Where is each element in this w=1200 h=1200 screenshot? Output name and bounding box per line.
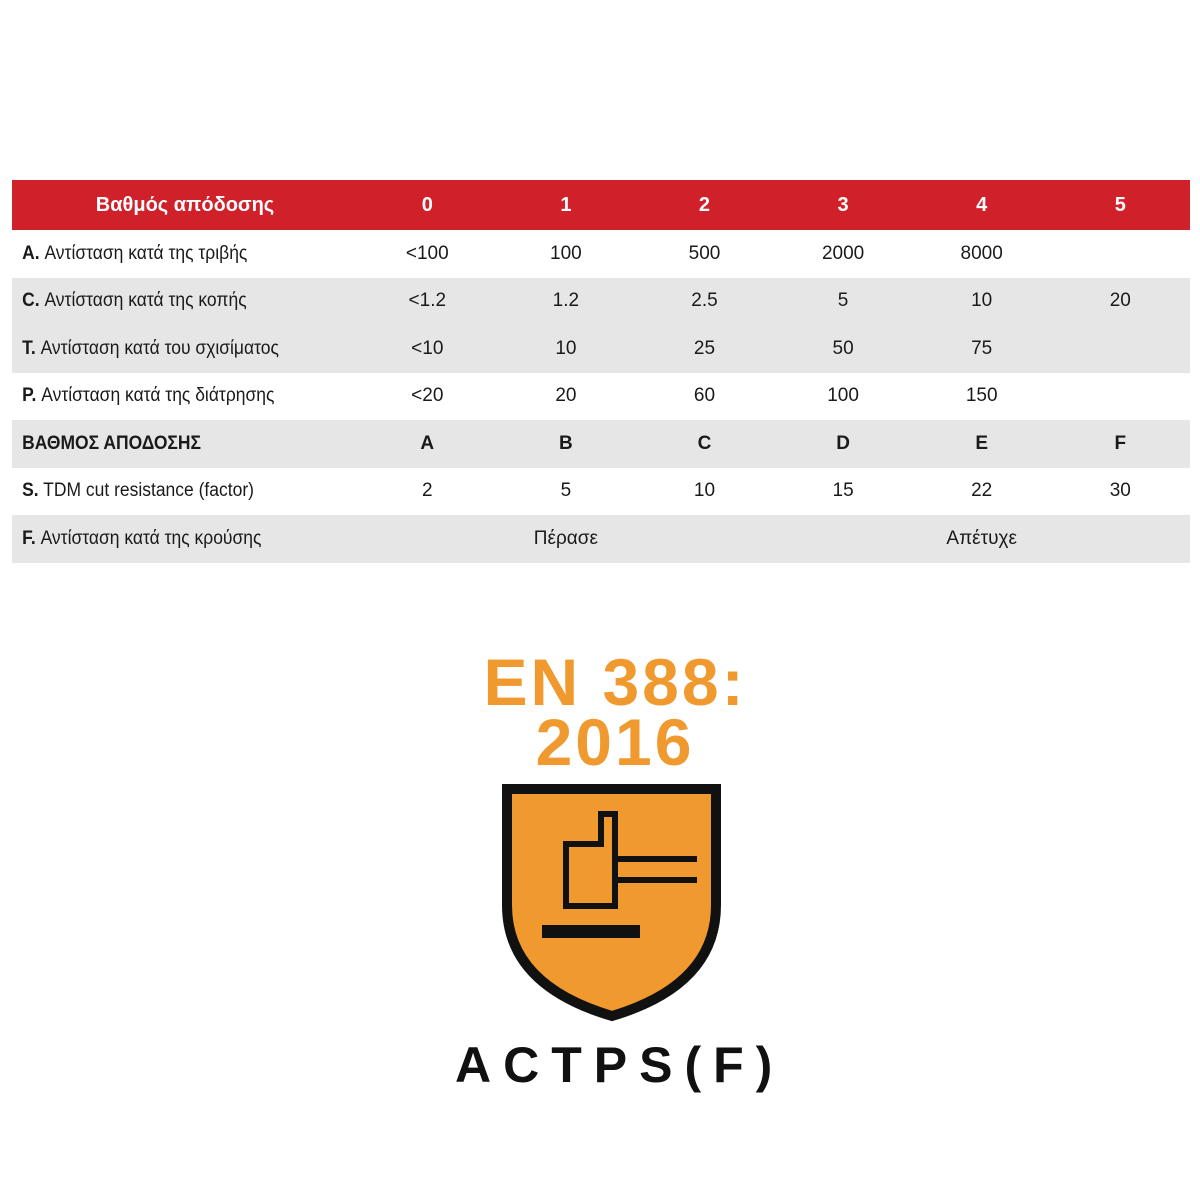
- header-level: 1: [560, 193, 572, 216]
- table-row: T. Αντίσταση κατά του σχισίματος <10 10 25 5…: [12, 325, 1190, 373]
- logo-line1: EN 388:: [483, 645, 747, 719]
- table-cell: 2: [422, 480, 433, 502]
- header-level: 3: [837, 193, 849, 216]
- hammer-handle-top: [617, 856, 697, 862]
- table-cell: E: [975, 432, 989, 454]
- row-prefix: S.: [22, 480, 39, 502]
- table-row: A. Αντίσταση κατά της τριβής <100 100 500 20…: [12, 230, 1190, 278]
- row-prefix: A.: [22, 242, 40, 264]
- table-cell: <20: [411, 385, 444, 407]
- row-label: S. TDM cut resistance (factor): [12, 480, 330, 502]
- table-cell: 50: [832, 337, 854, 359]
- row-prefix: F.: [22, 527, 36, 549]
- table-cell: F: [1114, 432, 1127, 454]
- table-cell: 2.5: [691, 290, 718, 312]
- row-label: T. Αντίσταση κατά του σχισίματος: [12, 338, 330, 360]
- performance-table: Βαθμός απόδοσης 0 1 2 3 4 5 A. Αντίσταση…: [12, 180, 1190, 563]
- table-cell: 1.2: [552, 290, 580, 312]
- impact-fail: Απέτυχε: [946, 527, 1017, 549]
- header-level: 2: [698, 193, 711, 216]
- table-cell: 500: [688, 242, 721, 264]
- header-label: Βαθμός απόδοσης: [95, 193, 275, 216]
- table-cell: 20: [1109, 290, 1131, 312]
- row-label-text: Αντίσταση κατά της κρούσης: [40, 527, 262, 549]
- shield-shape: [502, 784, 721, 1022]
- impact-pass: Πέρασε: [533, 527, 598, 549]
- logo-line2: 2016: [535, 705, 695, 779]
- table-cell: 60: [693, 385, 716, 407]
- table-cell: 20: [555, 385, 577, 407]
- row-label-text: Αντίσταση κατά της τριβής: [44, 242, 248, 264]
- table-cell: 22: [971, 480, 993, 502]
- table-cell: 100: [550, 242, 582, 264]
- header-level: 5: [1114, 193, 1126, 216]
- row-label: F. Αντίσταση κατά της κρούσης: [12, 528, 330, 550]
- table-cell: D: [836, 432, 850, 454]
- table-row-impact: F. Αντίσταση κατά της κρούσης Πέρασε Απέ…: [12, 515, 1190, 563]
- table-cell: 10: [555, 337, 577, 359]
- row-label: A. Αντίσταση κατά της τριβής: [12, 243, 330, 265]
- table-cell: 2000: [821, 242, 865, 264]
- table-cell: <10: [411, 337, 444, 359]
- table-row: ΒΑΘΜΟΣ ΑΠΟΔΟΣΗΣ A B C D E F: [12, 420, 1190, 468]
- table-cell: 5: [560, 480, 572, 502]
- table-row: C. Αντίσταση κατά της κοπής <1.2 1.2 2.5 5 10…: [12, 277, 1190, 325]
- table-cell: <100: [405, 242, 449, 264]
- table-cell: 150: [965, 385, 998, 407]
- table-cell: B: [559, 432, 573, 454]
- performance-codes: ACTPS(F): [455, 1037, 785, 1093]
- table-cell: <1.2: [408, 290, 447, 312]
- row-prefix: P.: [22, 385, 37, 407]
- header-level: 0: [421, 193, 433, 216]
- row-label-text: Αντίσταση κατά της διάτρησης: [41, 385, 275, 407]
- table-cell: 30: [1109, 480, 1131, 502]
- row-label-text: Αντίσταση κατά του σχισίματος: [40, 337, 279, 359]
- row-label-text: TDM cut resistance (factor): [43, 480, 254, 502]
- header-level: 4: [976, 193, 988, 216]
- row-label: P. Αντίσταση κατά της διάτρησης: [12, 385, 330, 407]
- row-label: ΒΑΘΜΟΣ ΑΠΟΔΟΣΗΣ: [12, 433, 330, 455]
- row-prefix: C.: [22, 290, 40, 312]
- table-cell: 15: [832, 480, 854, 502]
- table-cell: C: [697, 432, 712, 454]
- anvil-bar: [542, 925, 640, 938]
- table-cell: A: [420, 432, 435, 454]
- table-cell: 100: [827, 385, 859, 407]
- hammer-head: [563, 811, 618, 909]
- table-cell: 75: [971, 337, 993, 359]
- table-row: S. TDM cut resistance (factor) 2 5 10 15 22 30: [12, 468, 1190, 516]
- row-label: C. Αντίσταση κατά της κοπής: [12, 290, 330, 312]
- table-cell: 8000: [960, 242, 1003, 264]
- hammer-handle-bottom: [617, 877, 697, 883]
- table-cell: 25: [693, 337, 716, 359]
- table-cell: 10: [971, 290, 993, 312]
- table-header: Βαθμός απόδοσης 0 1 2 3 4 5: [12, 180, 1190, 230]
- table-cell: 5: [837, 290, 849, 312]
- table-cell: 10: [693, 480, 716, 502]
- table-row: P. Αντίσταση κατά της διάτρησης <20 20 60 10…: [12, 373, 1190, 421]
- row-label-text: ΒΑΘΜΟΣ ΑΠΟΔΟΣΗΣ: [22, 432, 202, 454]
- row-prefix: T.: [22, 337, 36, 359]
- row-label-text: Αντίσταση κατά της κοπής: [44, 290, 247, 312]
